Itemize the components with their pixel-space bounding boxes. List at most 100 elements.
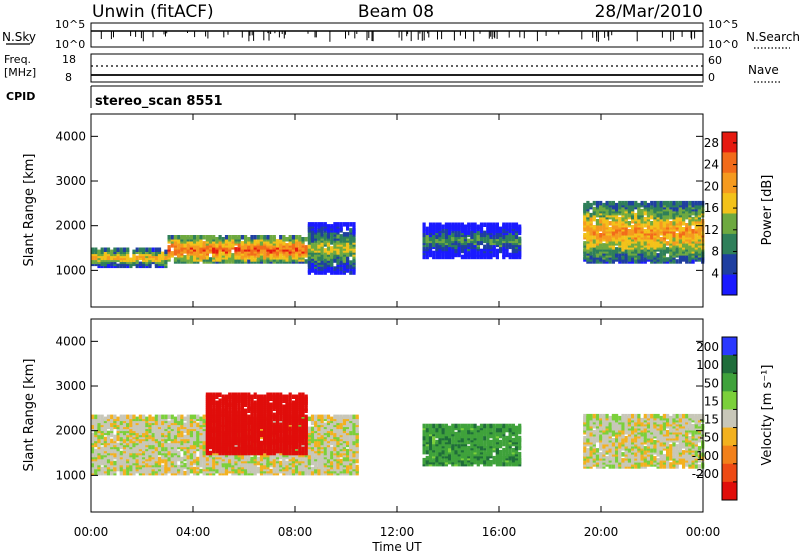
colorbar-tick-label: 4 bbox=[711, 266, 719, 280]
data-cell bbox=[240, 446, 244, 452]
nsky-trace bbox=[91, 30, 703, 42]
colorbar-tick-label: 16 bbox=[704, 201, 719, 215]
data-cell bbox=[91, 247, 95, 252]
data-cell bbox=[250, 416, 254, 422]
data-cell bbox=[253, 235, 257, 240]
data-cell bbox=[116, 263, 120, 269]
data-cell bbox=[266, 392, 270, 397]
data-cell bbox=[167, 442, 171, 448]
data-cell bbox=[231, 424, 235, 430]
data-cell bbox=[330, 246, 334, 251]
data-cell bbox=[282, 255, 286, 260]
data-cell bbox=[119, 414, 123, 420]
data-cell bbox=[221, 466, 225, 472]
freq-label: Freq. bbox=[4, 53, 31, 66]
data-cell bbox=[682, 212, 686, 218]
data-cell bbox=[237, 235, 241, 240]
data-cell bbox=[151, 247, 155, 252]
data-cell bbox=[129, 460, 133, 466]
colorbar-tick-label: 20 bbox=[704, 179, 719, 193]
data-cell bbox=[103, 251, 107, 257]
data-cell bbox=[586, 245, 590, 250]
data-cell bbox=[666, 241, 670, 246]
data-cell bbox=[339, 428, 343, 434]
data-cell bbox=[505, 242, 509, 248]
data-cell bbox=[659, 257, 663, 262]
data-cell bbox=[694, 243, 698, 248]
data-cell bbox=[314, 442, 318, 448]
data-cell bbox=[113, 247, 117, 252]
data-cell bbox=[688, 247, 692, 252]
data-cell bbox=[250, 462, 254, 468]
data-cell bbox=[266, 241, 270, 246]
data-cell bbox=[218, 235, 222, 240]
data-cell bbox=[244, 468, 248, 474]
data-cell bbox=[339, 266, 343, 271]
data-cell bbox=[100, 438, 104, 444]
data-cell bbox=[129, 422, 133, 428]
data-cell bbox=[307, 222, 311, 227]
data-cell bbox=[457, 232, 461, 238]
data-cell bbox=[202, 235, 206, 240]
data-cell bbox=[592, 206, 596, 212]
data-cell bbox=[326, 414, 331, 420]
data-cell bbox=[586, 237, 590, 242]
data-cell bbox=[256, 466, 260, 472]
data-cell bbox=[94, 422, 98, 428]
data-cell bbox=[256, 235, 260, 240]
data-cell bbox=[326, 452, 331, 458]
data-cell bbox=[298, 245, 302, 250]
data-cell bbox=[221, 406, 225, 411]
colorbar-swatch bbox=[722, 193, 737, 214]
data-cell bbox=[310, 466, 315, 472]
data-cell bbox=[653, 200, 657, 206]
data-cell bbox=[621, 210, 625, 216]
data-cell bbox=[624, 237, 628, 242]
data-cell bbox=[151, 257, 155, 263]
data-cell bbox=[234, 446, 238, 452]
data-cell bbox=[151, 251, 155, 257]
data-cell bbox=[682, 200, 686, 206]
data-cell bbox=[122, 430, 127, 436]
data-cell bbox=[583, 202, 587, 208]
data-cell bbox=[266, 448, 270, 454]
data-cell bbox=[448, 222, 452, 227]
data-cell bbox=[250, 235, 254, 240]
data-cell bbox=[323, 466, 327, 472]
data-cell bbox=[454, 226, 458, 232]
data-cell bbox=[339, 226, 343, 231]
data-cell bbox=[352, 258, 356, 263]
data-cell bbox=[154, 442, 158, 448]
data-cell bbox=[202, 436, 206, 442]
data-cell bbox=[116, 255, 120, 261]
data-cell bbox=[314, 464, 318, 470]
data-cell bbox=[129, 456, 133, 462]
data-cell bbox=[330, 224, 334, 229]
data-cell bbox=[205, 426, 209, 432]
data-cell bbox=[428, 242, 433, 248]
data-cell bbox=[234, 259, 238, 264]
data-cell bbox=[173, 416, 178, 422]
data-cell bbox=[492, 234, 496, 240]
data-cell bbox=[202, 253, 206, 258]
data-cell bbox=[355, 464, 359, 470]
data-cell bbox=[349, 270, 353, 275]
data-cell bbox=[148, 414, 152, 420]
data-cell bbox=[605, 243, 609, 248]
data-cell bbox=[244, 420, 248, 426]
data-cell bbox=[441, 254, 445, 260]
data-cell bbox=[631, 214, 635, 220]
data-cell bbox=[272, 454, 276, 460]
data-cell bbox=[310, 470, 315, 476]
data-cell bbox=[154, 251, 158, 257]
data-cell bbox=[138, 261, 142, 267]
date-title: 28/Mar/2010 bbox=[595, 2, 703, 22]
data-cell bbox=[349, 234, 353, 239]
nsky-panel: N.Sky 10^5 10^0 10^5 10^0 N.Search bbox=[2, 18, 800, 51]
data-cell bbox=[269, 253, 273, 258]
data-cell bbox=[247, 426, 251, 432]
data-cell bbox=[336, 436, 340, 442]
data-cell bbox=[103, 416, 107, 422]
data-cell bbox=[691, 200, 695, 206]
data-cell bbox=[346, 460, 350, 466]
